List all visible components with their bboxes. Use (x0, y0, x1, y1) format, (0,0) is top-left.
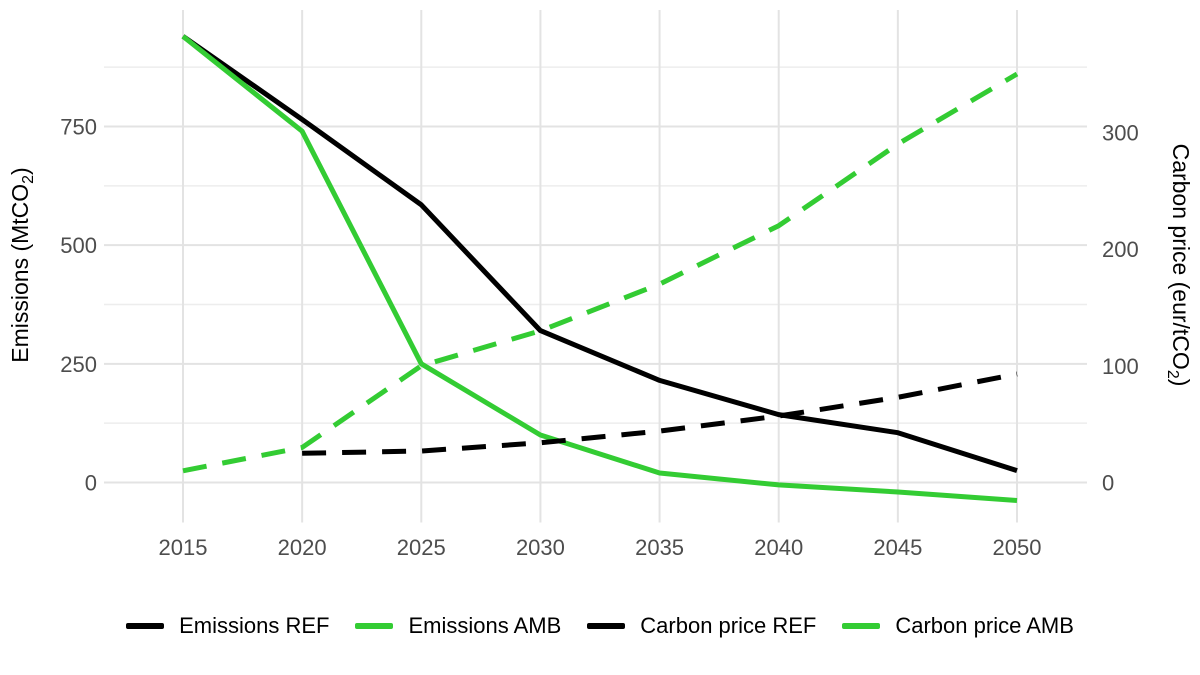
legend-label-carbon-price-ref: Carbon price REF (640, 613, 817, 638)
right-axis-tick-300: 300 (1102, 120, 1139, 145)
legend-swatch-carbon-price-amb (842, 623, 881, 629)
legend-item-emissions-ref: Emissions REF (126, 613, 329, 639)
x-axis-tick-2050: 2050 (993, 535, 1042, 560)
left-axis-tick-750: 750 (60, 114, 97, 139)
legend-label-emissions-ref: Emissions REF (179, 613, 330, 638)
x-axis-tick-2015: 2015 (159, 535, 208, 560)
x-axis-tick-2020: 2020 (278, 535, 327, 560)
grid-lines (104, 10, 1087, 523)
chart-canvas: 0 250 500 750 0 100 200 300 2015 2020 2025 2030 2035… (7, 10, 1194, 560)
x-axis-tick-2045: 2045 (873, 535, 922, 560)
right-axis-title: Carbon price (eur/tCO2) (1164, 144, 1194, 387)
left-axis-title: Emissions (MtCO2) (7, 167, 37, 362)
legend-swatch-emissions-ref (126, 623, 165, 629)
legend-item-carbon-price-amb: Carbon price AMB (842, 613, 1074, 639)
right-axis-tick-100: 100 (1102, 354, 1139, 379)
right-axis-tick-0: 0 (1102, 471, 1114, 496)
legend-label-emissions-amb: Emissions AMB (408, 613, 562, 638)
legend-swatch-carbon-price-ref (587, 623, 626, 629)
x-axis-tick-2040: 2040 (754, 535, 803, 560)
series-line-emissions-ref (181, 34, 1018, 473)
chart-legend: Emissions REF Emissions AMB Carbon price R… (0, 604, 1200, 648)
series-line-carbon-price-amb (182, 71, 1019, 474)
x-axis-tick-2025: 2025 (397, 535, 446, 560)
series-line-emissions-amb (181, 34, 1018, 503)
left-axis-tick-250: 250 (60, 352, 97, 377)
legend-swatch-emissions-amb (355, 623, 394, 629)
left-axis-tick-500: 500 (60, 233, 97, 258)
legend-label-carbon-price-amb: Carbon price AMB (895, 613, 1074, 638)
x-axis-tick-2030: 2030 (516, 535, 565, 560)
right-axis-tick-200: 200 (1102, 237, 1139, 262)
legend-item-carbon-price-ref: Carbon price REF (587, 613, 816, 639)
axis-tick-labels: 0 250 500 750 0 100 200 300 2015 2020 2025 2030 2035… (60, 114, 1138, 560)
x-axis-tick-2035: 2035 (635, 535, 684, 560)
left-axis-tick-0: 0 (85, 471, 97, 496)
legend-item-emissions-amb: Emissions AMB (355, 613, 561, 639)
